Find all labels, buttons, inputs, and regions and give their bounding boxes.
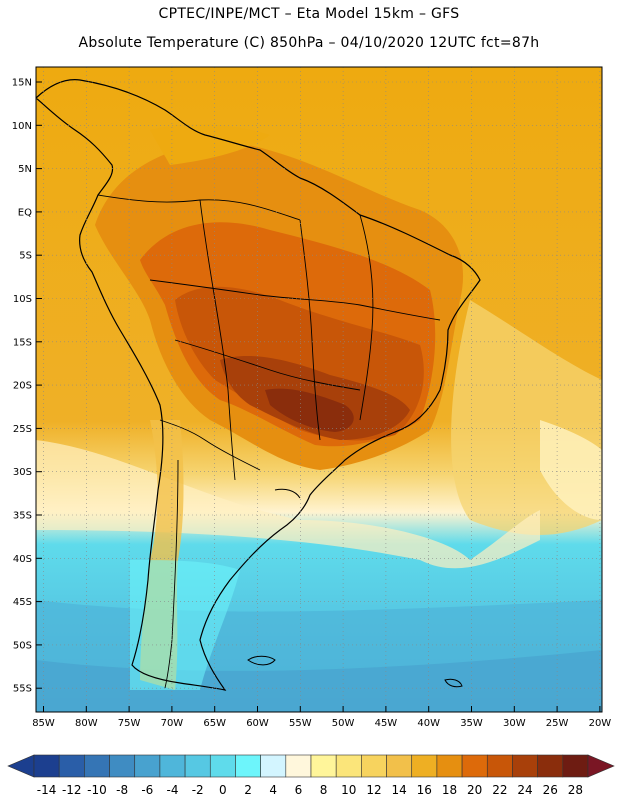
colorbar-cell xyxy=(235,754,261,778)
falkland-islands xyxy=(247,655,276,666)
colorbar-label: 14 xyxy=(391,783,406,797)
colorbar-cell xyxy=(461,754,488,778)
colorbar-label: 18 xyxy=(442,783,457,797)
plot-frame xyxy=(35,66,603,713)
colorbar-cell xyxy=(436,754,463,778)
lon-label: 45W xyxy=(375,718,398,729)
colorbar-arrow-high xyxy=(587,754,615,778)
lon-label: 20W xyxy=(589,718,612,729)
colorbar-cell xyxy=(537,754,564,778)
lat-label: 55S xyxy=(13,684,32,695)
colorbar-cell xyxy=(562,754,589,778)
border-vertical-west xyxy=(199,199,236,481)
colorbar-label: 6 xyxy=(295,783,303,797)
border-andes xyxy=(164,459,179,689)
colorbar-cell xyxy=(310,754,337,778)
longitude-axis: 85W 80W 75W 70W 65W 60W 55W 50W 45W 40W 35W 30W 25W 2… xyxy=(32,706,611,729)
colorbar-label: 16 xyxy=(417,783,432,797)
lat-label: 15S xyxy=(13,337,32,348)
map-title-line1: CPTEC/INPE/MCT – Eta Model 15km – GFS xyxy=(158,6,460,22)
colorbar-label: -2 xyxy=(192,783,204,797)
lon-label: 75W xyxy=(118,718,141,729)
north-ridge xyxy=(150,124,270,165)
rio-de-la-plata xyxy=(274,488,301,499)
map-title-line2: Absolute Temperature (C) 850hPa – 04/10/… xyxy=(78,35,540,51)
southern-ocean-deep xyxy=(36,650,602,712)
colorbar-label: 2 xyxy=(244,783,252,797)
lat-label: 35S xyxy=(13,511,32,522)
lon-label: 30W xyxy=(503,718,526,729)
colorbar-label: -10 xyxy=(87,783,107,797)
lon-label: 80W xyxy=(75,718,98,729)
lat-label: 45S xyxy=(13,597,32,608)
lon-label: 65W xyxy=(203,718,226,729)
lat-label: 25S xyxy=(13,424,32,435)
colorbar-cell xyxy=(33,754,60,778)
lon-label: 40W xyxy=(417,718,440,729)
colorbar-label: 26 xyxy=(543,783,558,797)
lon-label: 60W xyxy=(246,718,269,729)
colorbar-cell xyxy=(58,754,85,778)
colorbar-cell xyxy=(134,754,161,778)
warm-region-peak xyxy=(265,388,354,432)
colorbar-label: -6 xyxy=(141,783,153,797)
colorbar-label: 10 xyxy=(341,783,356,797)
colorbar-cell xyxy=(260,754,287,778)
patagonia-cool xyxy=(130,560,240,690)
colorbar-cell xyxy=(486,754,513,778)
lat-label: 5N xyxy=(18,164,32,175)
lat-label: 10N xyxy=(12,121,32,132)
colorbar-cell xyxy=(285,754,312,778)
coastline xyxy=(36,79,481,691)
south-georgia xyxy=(444,678,463,688)
lat-label: 30S xyxy=(13,467,32,478)
colorbar-label: 28 xyxy=(568,783,583,797)
lon-label: 85W xyxy=(32,718,55,729)
colorbar-cell xyxy=(84,754,110,778)
colorbar-label: -4 xyxy=(167,783,179,797)
lon-label: 50W xyxy=(332,718,355,729)
lon-label: 25W xyxy=(546,718,569,729)
colorbar-label: 20 xyxy=(467,783,482,797)
colorbar-cell xyxy=(335,754,362,778)
colorbar-label: 0 xyxy=(219,783,227,797)
colorbar-label: 8 xyxy=(320,783,328,797)
lat-label: 20S xyxy=(13,381,32,392)
border-southwest xyxy=(159,419,261,471)
lon-label: 55W xyxy=(289,718,312,729)
lat-label: 5S xyxy=(19,251,32,262)
colorbar-label: -14 xyxy=(37,783,57,797)
ocean-pale-band xyxy=(540,420,602,520)
colorbar-arrow-low xyxy=(7,754,35,778)
lat-label: 40S xyxy=(13,554,32,565)
cool-front-band xyxy=(36,440,540,569)
colorbar-label: -12 xyxy=(62,783,82,797)
lon-label: 35W xyxy=(460,718,483,729)
colorbar-label: 24 xyxy=(517,783,532,797)
colorbar-label: -8 xyxy=(116,783,128,797)
colorbar-cell xyxy=(209,754,236,778)
lon-label: 70W xyxy=(161,718,184,729)
lat-label: 50S xyxy=(13,640,32,651)
colorbar-cell xyxy=(109,754,136,778)
colorbar-cell xyxy=(184,754,211,778)
colorbar-label: 4 xyxy=(269,783,277,797)
colorbar-cell xyxy=(386,754,413,778)
border-vertical-mid xyxy=(299,219,321,441)
border-vertical-east xyxy=(359,214,374,421)
colorbar-cell xyxy=(411,754,438,778)
colorbar-cell xyxy=(361,754,387,778)
lat-label: 15N xyxy=(12,78,32,89)
colorbar-label: 22 xyxy=(492,783,507,797)
colorbar-cell xyxy=(159,754,186,778)
lat-label: EQ xyxy=(18,207,32,218)
latitude-axis: 15N 10N 5N EQ 5S 10S 15S 20S 25S 30S 35S 40S 45S 50S 5… xyxy=(12,78,42,695)
lat-label: 10S xyxy=(13,294,32,305)
colorbar-label: 12 xyxy=(366,783,381,797)
colorbar-cell xyxy=(512,754,538,778)
